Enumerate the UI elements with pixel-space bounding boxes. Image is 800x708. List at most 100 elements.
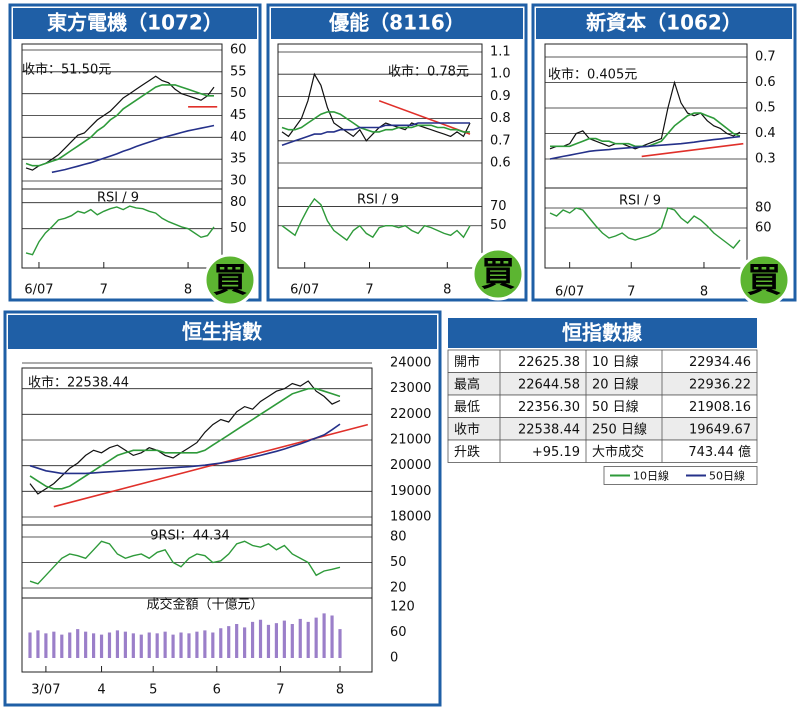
table-cell: 50 日線 [592, 399, 639, 415]
x-tick-label: 7 [100, 283, 108, 298]
y-tick-label: 50 [230, 221, 247, 236]
y-tick-label: 0.8 [490, 111, 511, 126]
y-tick-label: 0.9 [490, 89, 511, 104]
x-tick-label: 7 [627, 285, 635, 300]
volume-bar [139, 634, 143, 658]
close-label: 收市：0.405元 [548, 67, 637, 83]
table-cell: 最低 [454, 400, 480, 415]
badge-text: 買 [213, 261, 247, 301]
y-tick-label: 23000 [390, 381, 431, 396]
x-tick-label: 8 [443, 283, 451, 298]
table-cell: 22356.30 [518, 400, 580, 415]
table-cell: +95.19 [532, 445, 580, 460]
badge-shape [203, 253, 257, 307]
volume-bar [68, 632, 72, 658]
volume-bar [235, 624, 239, 658]
volume-bar [290, 624, 294, 658]
plot-frame [21, 43, 223, 269]
legend-label: 50日線 [709, 469, 745, 483]
x-tick-label: 6/07 [24, 283, 53, 298]
price-line [29, 380, 341, 495]
rsi-line [25, 205, 215, 256]
y-tick-label: 20 [390, 581, 407, 596]
title-bar [8, 315, 437, 349]
moving-average [281, 122, 470, 146]
y-tick-label: 0.4 [755, 126, 776, 141]
volume-bar [99, 634, 104, 658]
volume-bar [179, 632, 183, 658]
table-cell: 22625.38 [518, 355, 580, 370]
price-line [25, 75, 215, 171]
y-tick-label: 24000 [390, 356, 431, 371]
table-title: 恒指數據 [562, 321, 643, 345]
volume-bar [258, 619, 263, 658]
volume-bar [330, 615, 334, 658]
table-cell: 大市成交 [592, 444, 644, 460]
plot-frame [277, 43, 483, 269]
volume-bar [298, 618, 302, 658]
title-bar [271, 8, 523, 39]
rsi-label: RSI / 9 [619, 194, 661, 209]
close-label: 收市：0.78元 [388, 64, 469, 80]
rsi-line [29, 540, 341, 585]
plot-frame [544, 43, 748, 269]
panel [266, 3, 528, 302]
table-cell: 20 日線 [592, 376, 639, 392]
badge-shape [737, 253, 791, 307]
rsi-label: RSI / 9 [357, 193, 399, 208]
volume-bar [28, 632, 32, 658]
x-tick-label: 7 [365, 283, 373, 298]
x-tick-label: 6/07 [290, 283, 319, 298]
y-tick-label: 60 [755, 221, 772, 236]
y-tick-label: 45 [230, 108, 247, 123]
volume-bar [314, 617, 318, 658]
moving-average [29, 423, 341, 475]
title-bar [536, 8, 792, 39]
table-cell: 22936.22 [689, 377, 751, 392]
volume-bar [211, 632, 215, 658]
y-tick-label: 40 [230, 130, 247, 145]
x-tick-label: 6/07 [555, 285, 584, 300]
close-label: 收市：22538.44 [28, 375, 129, 391]
volume-bar [171, 634, 175, 658]
y-tick-label: 0 [390, 651, 398, 666]
y-tick-label: 80 [230, 195, 247, 210]
table-cell: 升跌 [454, 444, 480, 460]
volume-bar [163, 631, 167, 658]
x-tick-label: 7 [276, 683, 284, 698]
panel [531, 3, 797, 302]
y-tick-label: 50 [490, 218, 507, 233]
volume-bar [338, 629, 342, 658]
rsi-label: 9RSI：44.34 [150, 529, 230, 544]
volume-bar [250, 621, 255, 658]
volume-bar [36, 630, 40, 658]
x-tick-label: 8 [700, 285, 708, 300]
volume-bar [274, 623, 278, 658]
x-tick-label: 3/07 [31, 683, 60, 698]
y-tick-label: 19000 [390, 484, 431, 499]
table-cell: 22934.46 [689, 355, 751, 370]
x-tick-label: 6 [213, 683, 221, 698]
table-cell: 22538.44 [518, 422, 580, 437]
plot-frame [21, 367, 373, 673]
close-label: 收市：51.50元 [22, 62, 111, 78]
volume-bar [187, 633, 191, 658]
table-cell: 22644.58 [518, 377, 580, 392]
volume-bar [131, 633, 135, 658]
rsi-label: RSI / 9 [97, 191, 139, 206]
volume-bar [266, 624, 271, 658]
table-cell: 收市 [454, 421, 480, 437]
table-cell: 21908.16 [689, 400, 751, 415]
moving-average [51, 124, 215, 174]
table-title-bar [448, 318, 757, 348]
volume-bar [92, 633, 96, 658]
y-tick-label: 0.3 [755, 152, 776, 167]
table-cell: 最高 [454, 376, 480, 392]
y-tick-label: 60 [390, 625, 407, 640]
y-tick-label: 0.6 [755, 75, 776, 90]
y-tick-label: 22000 [390, 407, 431, 422]
moving-average [549, 135, 741, 160]
chart-title: 東方電機（1072） [47, 11, 223, 35]
y-tick-label: 18000 [390, 510, 431, 525]
volume-bar [107, 632, 112, 658]
